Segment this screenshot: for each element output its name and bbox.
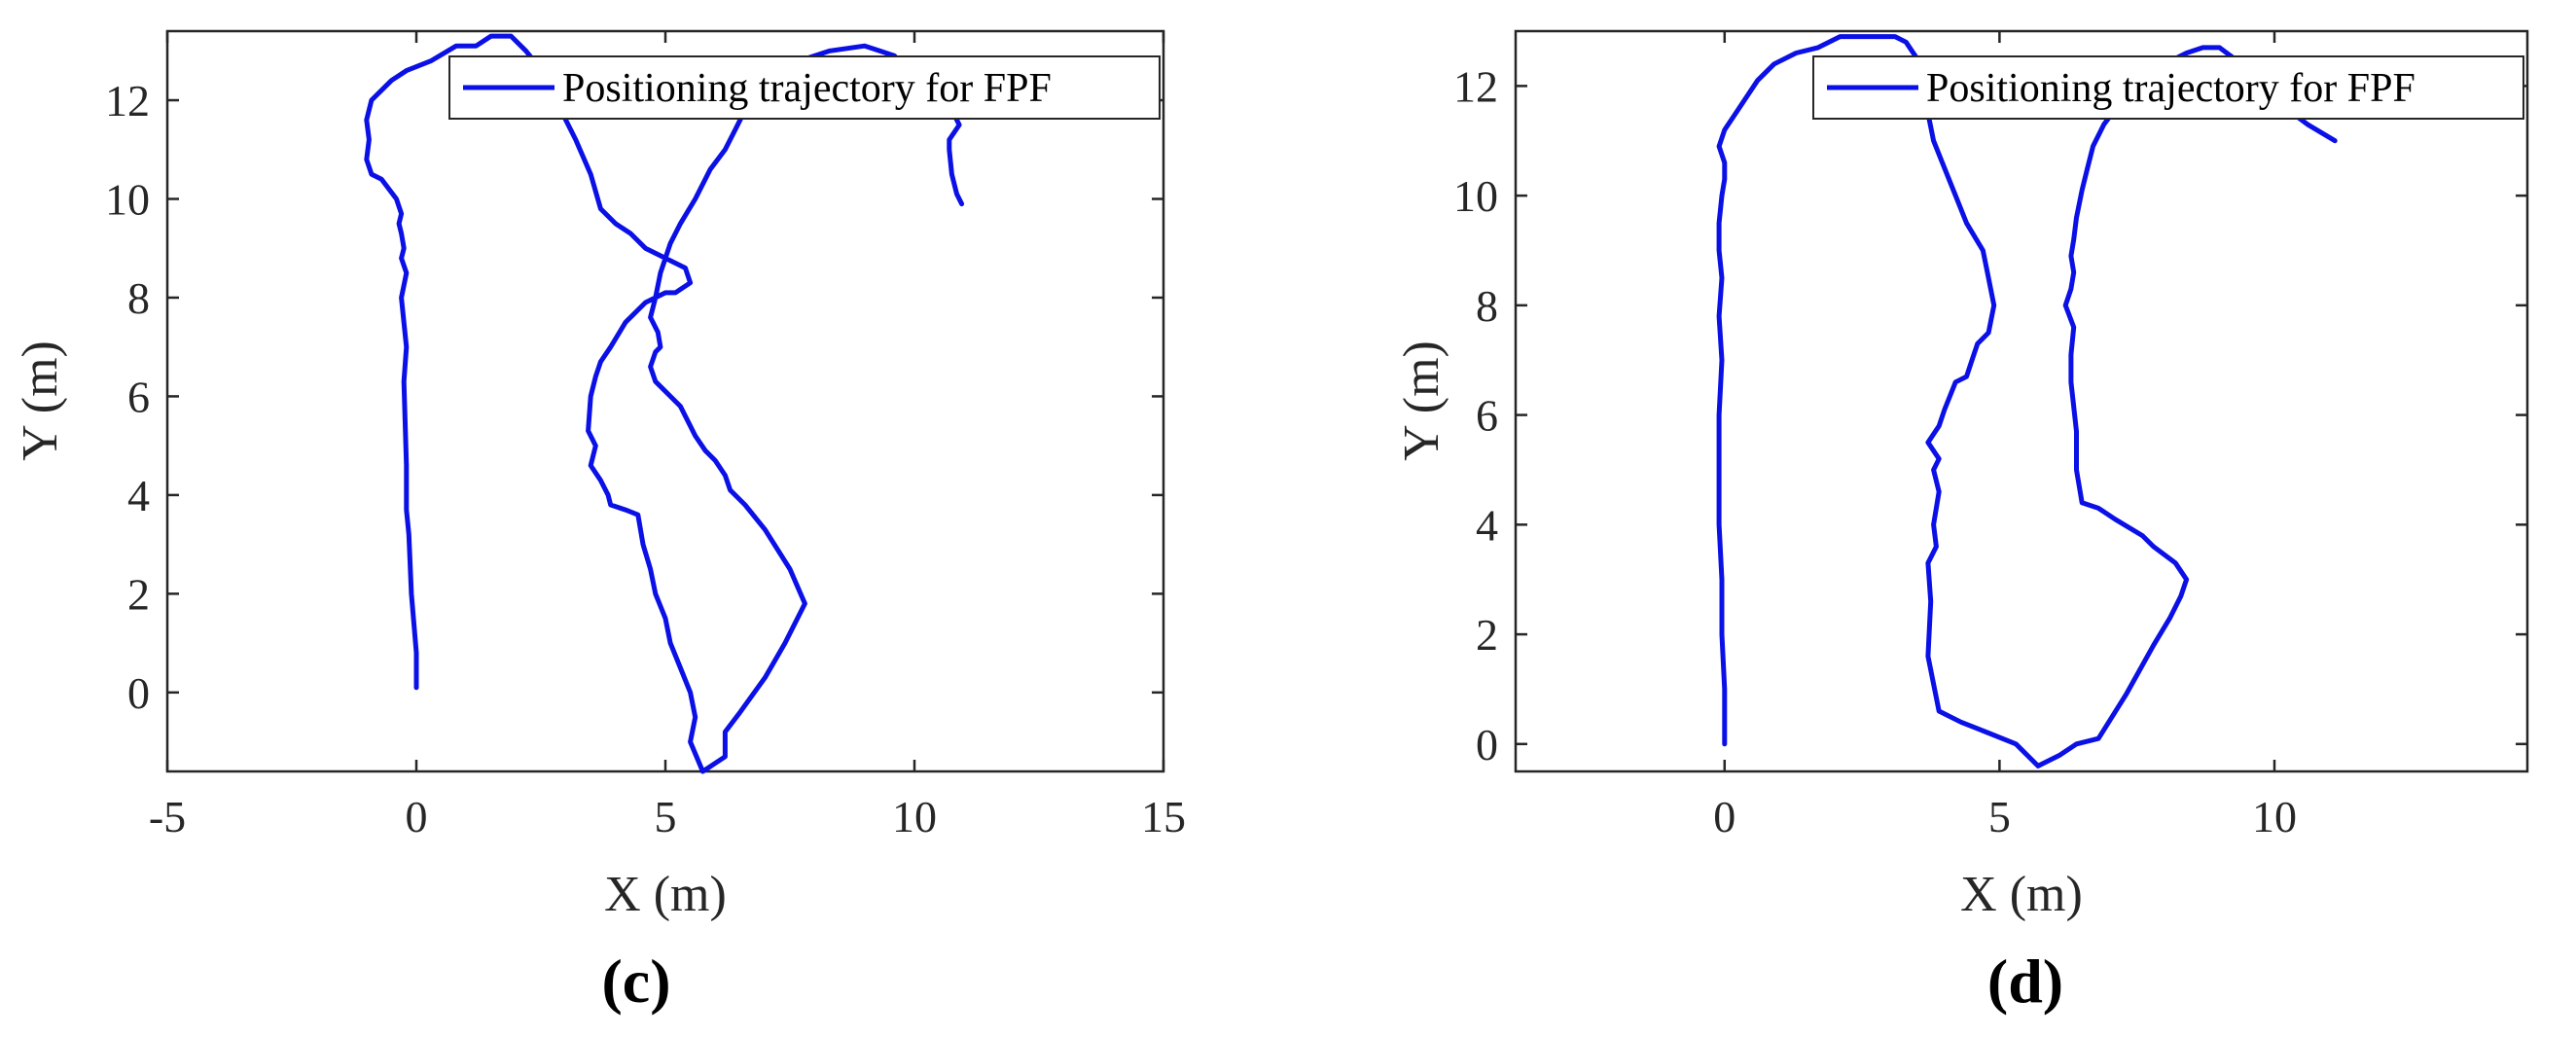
legend-label: Positioning trajectory for FPF: [1926, 66, 2415, 111]
x-tick-label: 0: [406, 792, 428, 841]
y-axis-label: Y (m): [1394, 340, 1449, 461]
chart-panel-d: 0 5 10 0 2 4 6 8 10 12 Positioning trajectory for…: [1394, 31, 2527, 1016]
plot-area-frame: [1516, 31, 2527, 771]
trajectory-line: [367, 36, 962, 771]
chart-panel-c: -5 0 5 10 15 0 2 4 6 8 10 12 Positioning trajectory…: [13, 31, 1186, 1016]
legend: Positioning trajectory for FPF: [449, 56, 1160, 119]
y-tick-label: 4: [1476, 500, 1498, 550]
x-tick-label: 5: [655, 792, 677, 841]
axis-ticks: -5 0 5 10 15 0 2 4 6 8 10 12: [105, 31, 1186, 841]
axis-ticks: 0 5 10 0 2 4 6 8 10 12: [1453, 31, 2527, 841]
legend-label: Positioning trajectory for FPF: [562, 66, 1052, 111]
legend: Positioning trajectory for FPF: [1813, 56, 2523, 119]
x-axis-label: X (m): [604, 867, 727, 922]
y-tick-label: 0: [127, 668, 150, 718]
y-tick-label: 2: [127, 569, 150, 619]
y-tick-label: 8: [127, 273, 150, 323]
y-tick-label: 12: [1453, 61, 1498, 111]
y-tick-label: 10: [105, 174, 150, 224]
y-tick-label: 0: [1476, 720, 1498, 769]
panel-caption: (d): [1987, 947, 2063, 1016]
x-tick-label: 10: [892, 792, 937, 841]
x-axis-label: X (m): [1960, 867, 2083, 922]
y-tick-label: 6: [127, 372, 150, 421]
y-tick-label: 8: [1476, 281, 1498, 331]
x-tick-label: 10: [2252, 792, 2297, 841]
x-tick-label: -5: [149, 792, 186, 841]
y-axis-label: Y (m): [13, 340, 68, 461]
y-tick-label: 2: [1476, 610, 1498, 660]
x-tick-label: 15: [1141, 792, 1186, 841]
y-tick-label: 6: [1476, 391, 1498, 441]
trajectory-line: [1719, 37, 2335, 767]
x-tick-label: 5: [1988, 792, 2011, 841]
panel-caption: (c): [601, 947, 670, 1016]
y-tick-label: 12: [105, 76, 150, 125]
y-tick-label: 4: [127, 471, 150, 520]
y-tick-label: 10: [1453, 171, 1498, 221]
x-tick-label: 0: [1713, 792, 1735, 841]
plot-area-frame: [167, 31, 1163, 771]
